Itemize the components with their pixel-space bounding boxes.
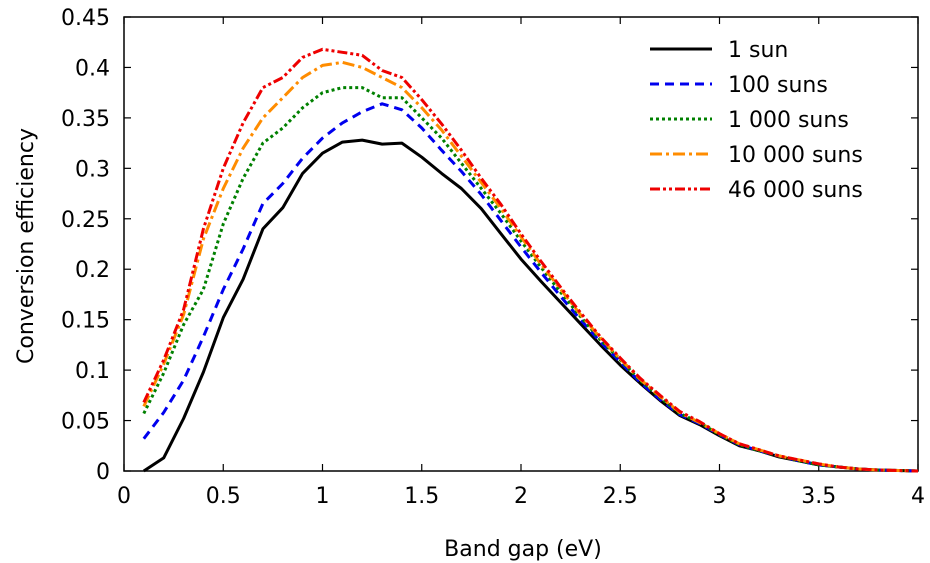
series-line-46-000-suns [142, 47, 919, 473]
axes: 0 0.5 1 1.5 2 2.5 3 3.5 4 0 0.05 0.1 0.15 0.2 0.25 0.3 0… [61, 6, 925, 509]
x-axis-title: Band gap (eV) [444, 537, 602, 562]
series-layer [142, 47, 919, 473]
y-tick-label: 0.35 [61, 107, 110, 132]
x-tick-label: 3 [713, 484, 727, 509]
series-line-10-000-suns [142, 60, 919, 473]
y-axis-title: Conversion efficiency [14, 128, 39, 364]
y-tick-label: 0.05 [61, 410, 110, 435]
y-tick-label: 0 [96, 460, 110, 485]
x-tick-label: 0.5 [206, 484, 241, 509]
y-tick-label: 0.4 [75, 56, 110, 81]
x-tick-label: 1 [316, 484, 330, 509]
y-tick-label: 0.25 [61, 208, 110, 233]
legend-label-1-000-suns: 1 000 suns [728, 108, 849, 133]
x-tick-label: 3.5 [801, 484, 836, 509]
y-tick-label: 0.1 [75, 359, 110, 384]
legend-label-10-000-suns: 10 000 suns [728, 143, 863, 168]
y-tick-label: 0.45 [61, 6, 110, 31]
x-tick-label: 1.5 [404, 484, 439, 509]
x-tick-label: 2 [514, 484, 528, 509]
x-tick-label: 0 [117, 484, 131, 509]
legend: 1 sun 100 suns 1 000 suns 10 000 suns 46 000… [650, 38, 863, 203]
y-tick-label: 0.15 [61, 309, 110, 334]
x-tick-label: 2.5 [603, 484, 638, 509]
legend-label-46-000-suns: 46 000 suns [728, 178, 863, 203]
y-tick-label: 0.2 [75, 258, 110, 283]
y-tick-label: 0.3 [75, 157, 110, 182]
series-line-100-suns [142, 102, 919, 473]
x-tick-label: 4 [911, 484, 925, 509]
legend-label-1-sun: 1 sun [728, 38, 788, 63]
legend-label-100-suns: 100 suns [728, 73, 828, 98]
